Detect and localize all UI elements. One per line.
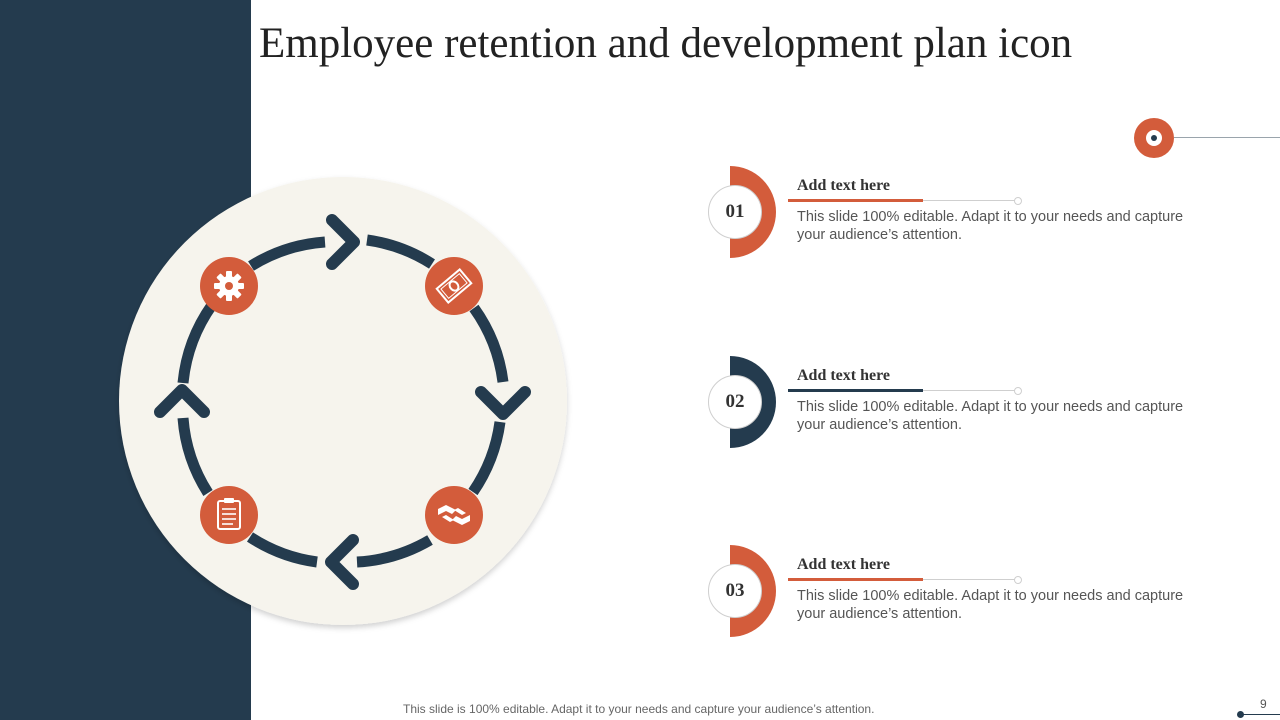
item-body-text[interactable]: This slide 100% editable. Adapt it to yo… xyxy=(797,399,1184,433)
heading-accent-line xyxy=(788,389,923,392)
cycle-arc-bottom-left xyxy=(246,532,318,568)
item-heading[interactable]: Add text here xyxy=(797,367,891,384)
cycle-arc-right-lower xyxy=(468,421,506,496)
gear-node xyxy=(200,257,258,315)
arrow-left-icon xyxy=(325,534,359,590)
cycle-arc-top xyxy=(248,236,326,271)
money-bill-icon xyxy=(435,268,473,304)
item-heading[interactable]: Add text here xyxy=(797,177,891,194)
footer-note: This slide is 100% editable. Adapt it to… xyxy=(403,702,875,716)
list-item-03: 03 Add text here This slide 100% editabl… xyxy=(700,545,1200,645)
cycle-arc-top-right xyxy=(366,234,435,269)
page-number-dot xyxy=(1237,711,1244,718)
cycle-arc-left xyxy=(177,301,217,384)
clipboard-icon xyxy=(217,498,241,530)
underline-end-dot xyxy=(1014,576,1022,584)
page-title: Employee retention and development plan … xyxy=(259,20,1073,67)
gear-icon xyxy=(214,271,244,301)
heading-accent-line xyxy=(788,199,923,202)
handshake-icon xyxy=(438,505,470,525)
heading-accent-line xyxy=(788,578,923,581)
item-body-text[interactable]: This slide 100% editable. Adapt it to yo… xyxy=(797,588,1184,622)
list-item-02: 02 Add text here This slide 100% editabl… xyxy=(700,356,1200,456)
underline-end-dot xyxy=(1014,387,1022,395)
money-node xyxy=(425,257,483,315)
item-heading[interactable]: Add text here xyxy=(797,556,891,573)
clipboard-node xyxy=(200,486,258,544)
arrow-right-icon xyxy=(326,214,360,270)
list-item-01: 01 Add text here This slide 100% editabl… xyxy=(700,166,1200,266)
handshake-node xyxy=(425,486,483,544)
item-body-text[interactable]: This slide 100% editable. Adapt it to yo… xyxy=(797,209,1184,243)
item-number: 02 xyxy=(708,375,762,429)
arrow-down-icon xyxy=(475,386,531,420)
cycle-diagram xyxy=(119,177,567,625)
underline-end-dot xyxy=(1014,197,1022,205)
decorative-line xyxy=(1174,137,1280,138)
page-number-line xyxy=(1240,714,1280,715)
arrow-up-icon xyxy=(154,384,210,418)
cycle-arc-right xyxy=(469,304,509,383)
item-number: 03 xyxy=(708,564,762,618)
page-number: 9 xyxy=(1260,697,1267,711)
item-number: 01 xyxy=(708,185,762,239)
cycle-arc-bottom-right xyxy=(356,535,433,568)
target-dot-icon xyxy=(1134,118,1174,158)
cycle-arc-left-lower xyxy=(177,417,213,496)
